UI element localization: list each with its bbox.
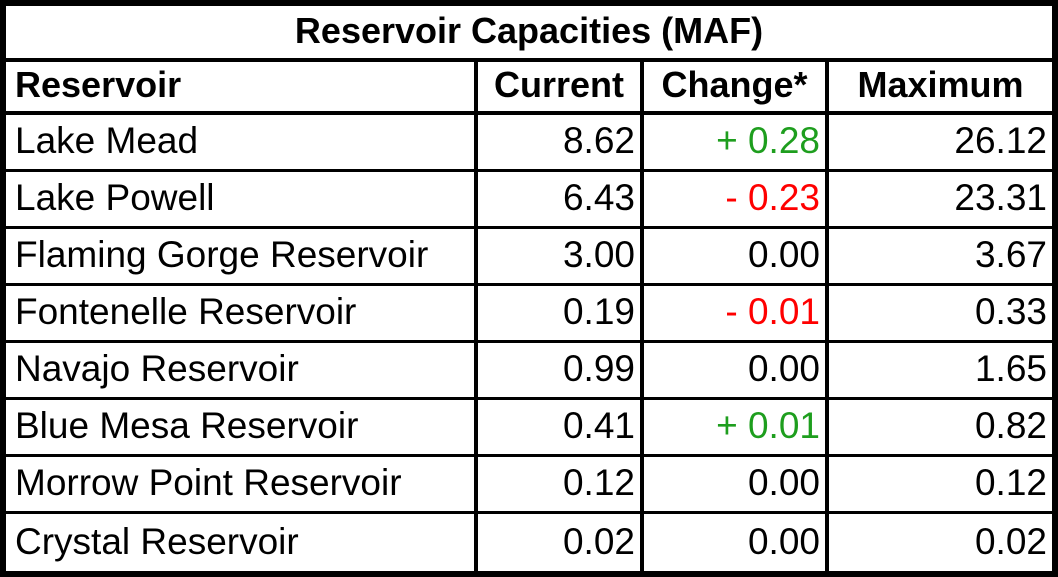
reservoir-name-cell: Navajo Reservoir [6, 343, 478, 400]
change-value-cell: + 0.01 [644, 400, 829, 457]
reservoir-name-cell: Morrow Point Reservoir [6, 457, 478, 514]
change-value-cell: 0.00 [644, 457, 829, 514]
maximum-value-cell: 26.12 [829, 115, 1052, 172]
table-title: Reservoir Capacities (MAF) [6, 6, 1052, 62]
reservoir-name-cell: Crystal Reservoir [6, 514, 478, 571]
change-value-cell: + 0.28 [644, 115, 829, 172]
column-header-reservoir: Reservoir [6, 62, 478, 115]
current-value-cell: 6.43 [478, 172, 644, 229]
maximum-value-cell: 1.65 [829, 343, 1052, 400]
current-value-cell: 0.19 [478, 286, 644, 343]
current-value-cell: 0.99 [478, 343, 644, 400]
current-value-cell: 8.62 [478, 115, 644, 172]
reservoir-name-cell: Lake Powell [6, 172, 478, 229]
change-value-cell: - 0.23 [644, 172, 829, 229]
maximum-value-cell: 3.67 [829, 229, 1052, 286]
current-value-cell: 0.12 [478, 457, 644, 514]
column-header-change: Change* [644, 62, 829, 115]
reservoir-name-cell: Lake Mead [6, 115, 478, 172]
change-value-cell: 0.00 [644, 514, 829, 571]
column-header-current: Current [478, 62, 644, 115]
reservoir-name-cell: Blue Mesa Reservoir [6, 400, 478, 457]
maximum-value-cell: 0.12 [829, 457, 1052, 514]
change-value-cell: 0.00 [644, 229, 829, 286]
reservoir-name-cell: Flaming Gorge Reservoir [6, 229, 478, 286]
current-value-cell: 0.02 [478, 514, 644, 571]
reservoir-name-cell: Fontenelle Reservoir [6, 286, 478, 343]
column-header-maximum: Maximum [829, 62, 1052, 115]
change-value-cell: 0.00 [644, 343, 829, 400]
current-value-cell: 3.00 [478, 229, 644, 286]
maximum-value-cell: 0.82 [829, 400, 1052, 457]
maximum-value-cell: 23.31 [829, 172, 1052, 229]
change-value-cell: - 0.01 [644, 286, 829, 343]
maximum-value-cell: 0.02 [974, 520, 1047, 562]
current-value-cell: 0.41 [478, 400, 644, 457]
maximum-value-cell: 0.33 [829, 286, 1052, 343]
